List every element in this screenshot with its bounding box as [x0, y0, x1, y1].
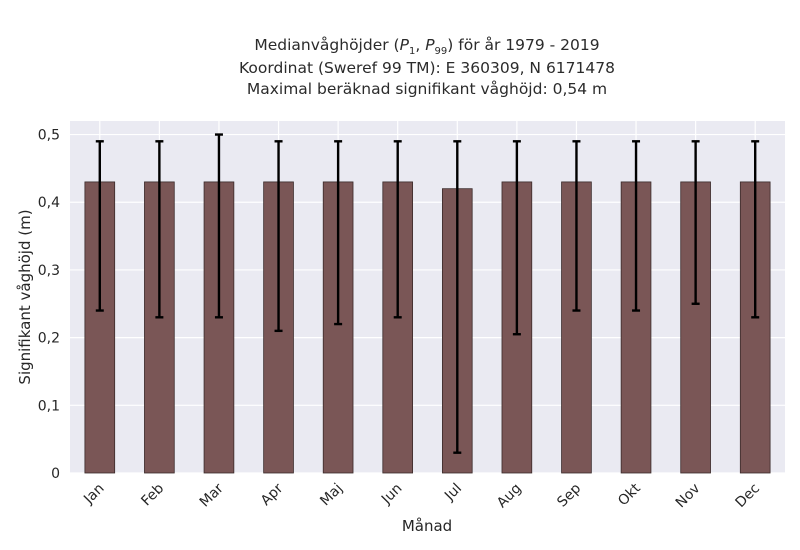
title-suffix: ) för år 1979 - 2019: [447, 36, 600, 54]
y-axis-label: Signifikant våghöjd (m): [16, 209, 34, 384]
chart-title-line-2: Koordinat (Sweref 99 TM): E 360309, N 61…: [239, 59, 615, 77]
chart-title-line-3: Maximal beräknad signifikant våghöjd: 0,…: [246, 80, 608, 98]
error-bar-maj: [334, 140, 343, 326]
error-bar-sep: [572, 140, 581, 312]
title-separator: ,: [415, 36, 426, 54]
x-tick-label-jul: Jul: [441, 481, 465, 505]
bar-sep: [561, 181, 592, 474]
x-tick-label-mar: Mar: [197, 480, 227, 510]
error-bar-jun: [393, 140, 402, 319]
error-bar-layer: [95, 133, 760, 454]
y-tick-label: 0,2: [38, 331, 60, 347]
x-tick-label-maj: Maj: [317, 481, 346, 510]
x-tick-label-nov: Nov: [673, 481, 704, 512]
x-tick-label-aug: Aug: [494, 481, 525, 512]
p99-symbol: P: [425, 36, 435, 54]
y-tick-label: 0: [51, 466, 60, 482]
x-tick-label-apr: Apr: [258, 480, 287, 509]
chart-title-line-1: Medianvåghöjder (P1, P99) för år 1979 - …: [0, 34, 800, 63]
error-bar-jan: [95, 140, 104, 312]
x-tick-label-okt: Okt: [615, 480, 644, 509]
y-tick-labels: 0 0,1 0,2 0,3 0,4 0,5: [38, 128, 60, 482]
plot-area: [70, 121, 785, 473]
x-axis-label: Månad: [402, 517, 452, 535]
y-tick-label: 0,4: [38, 195, 60, 211]
error-bar-okt: [632, 140, 641, 312]
y-tick-label: 0,5: [38, 128, 60, 144]
title-prefix: Medianvåghöjder (: [254, 36, 400, 54]
x-tick-label-jun: Jun: [378, 481, 405, 508]
y-tick-label: 0,3: [38, 263, 60, 279]
p1-symbol: P: [399, 36, 409, 54]
error-bar-nov: [691, 140, 700, 305]
x-tick-label-feb: Feb: [138, 480, 167, 509]
error-bar-mar: [214, 133, 223, 319]
y-tick-label: 0,1: [38, 398, 60, 414]
error-bar-dec: [751, 140, 760, 319]
p1-subscript: 1: [408, 46, 416, 58]
error-bar-jul: [453, 140, 462, 454]
x-tick-labels: Jan Feb Mar Apr Maj Jun Jul Aug Sep Okt Nov Dec: [80, 480, 763, 511]
error-bar-apr: [274, 140, 283, 333]
error-bar-feb: [155, 140, 164, 319]
x-tick-label-sep: Sep: [554, 480, 584, 510]
x-tick-label-jan: Jan: [80, 481, 107, 508]
x-tick-label-dec: Dec: [733, 481, 763, 511]
error-bar-aug: [512, 140, 521, 336]
p99-subscript: 99: [434, 46, 448, 58]
